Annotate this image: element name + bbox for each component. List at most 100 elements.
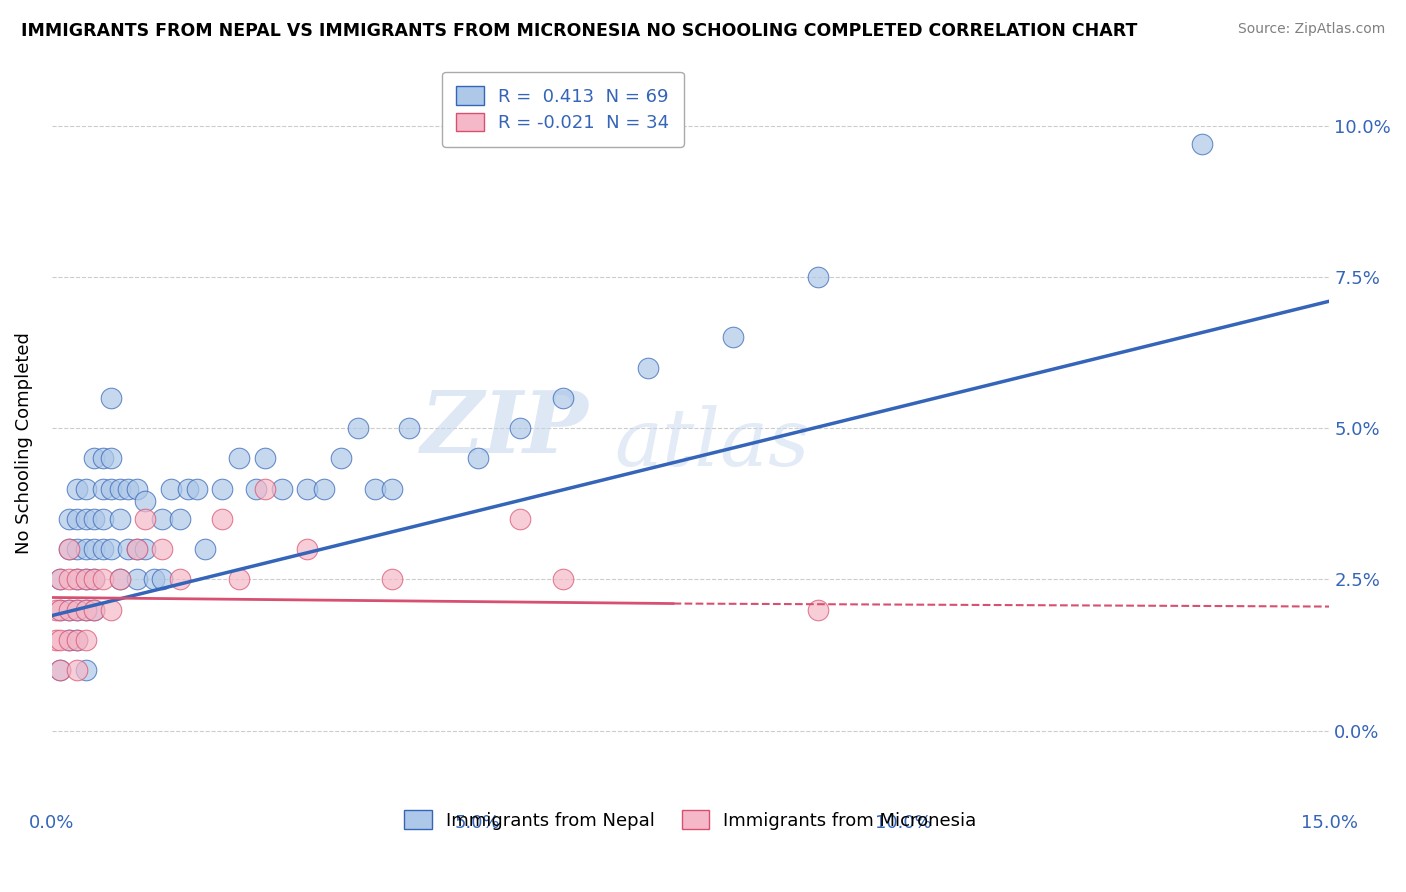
Point	[49, 572, 72, 586]
Point	[66, 632, 89, 647]
Point	[91, 451, 114, 466]
Point	[66, 602, 89, 616]
Point	[211, 512, 233, 526]
Text: Source: ZipAtlas.com: Source: ZipAtlas.com	[1237, 22, 1385, 37]
Point	[58, 602, 80, 616]
Point	[49, 663, 72, 677]
Point	[134, 512, 156, 526]
Point	[152, 512, 174, 526]
Point	[75, 632, 97, 647]
Point	[125, 572, 148, 586]
Point	[66, 512, 89, 526]
Point	[347, 421, 370, 435]
Point	[66, 572, 89, 586]
Legend: Immigrants from Nepal, Immigrants from Micronesia: Immigrants from Nepal, Immigrants from M…	[389, 796, 991, 844]
Point	[314, 482, 336, 496]
Point	[125, 542, 148, 557]
Point	[108, 572, 131, 586]
Point	[75, 542, 97, 557]
Point	[807, 602, 830, 616]
Point	[100, 542, 122, 557]
Point	[66, 632, 89, 647]
Point	[66, 572, 89, 586]
Point	[83, 572, 105, 586]
Point	[721, 330, 744, 344]
Y-axis label: No Schooling Completed: No Schooling Completed	[15, 333, 32, 554]
Point	[75, 602, 97, 616]
Point	[91, 572, 114, 586]
Point	[58, 632, 80, 647]
Point	[75, 482, 97, 496]
Point	[45, 602, 67, 616]
Point	[381, 572, 404, 586]
Point	[211, 482, 233, 496]
Text: IMMIGRANTS FROM NEPAL VS IMMIGRANTS FROM MICRONESIA NO SCHOOLING COMPLETED CORRE: IMMIGRANTS FROM NEPAL VS IMMIGRANTS FROM…	[21, 22, 1137, 40]
Point	[228, 572, 250, 586]
Point	[49, 572, 72, 586]
Point	[134, 493, 156, 508]
Point	[58, 512, 80, 526]
Point	[637, 360, 659, 375]
Point	[49, 632, 72, 647]
Point	[75, 572, 97, 586]
Point	[169, 512, 191, 526]
Point	[228, 451, 250, 466]
Point	[100, 602, 122, 616]
Point	[117, 482, 139, 496]
Point	[125, 542, 148, 557]
Point	[108, 482, 131, 496]
Point	[58, 542, 80, 557]
Point	[152, 542, 174, 557]
Point	[83, 602, 105, 616]
Point	[169, 572, 191, 586]
Point	[253, 451, 276, 466]
Point	[83, 512, 105, 526]
Point	[551, 391, 574, 405]
Point	[83, 542, 105, 557]
Point	[108, 512, 131, 526]
Point	[45, 632, 67, 647]
Point	[398, 421, 420, 435]
Point	[66, 482, 89, 496]
Point	[108, 572, 131, 586]
Point	[49, 663, 72, 677]
Point	[194, 542, 217, 557]
Point	[509, 421, 531, 435]
Point	[100, 482, 122, 496]
Text: atlas: atlas	[614, 405, 810, 482]
Point	[91, 542, 114, 557]
Point	[253, 482, 276, 496]
Point	[49, 602, 72, 616]
Point	[551, 572, 574, 586]
Point	[49, 602, 72, 616]
Point	[177, 482, 200, 496]
Point	[58, 572, 80, 586]
Point	[186, 482, 208, 496]
Point	[66, 663, 89, 677]
Point	[91, 482, 114, 496]
Point	[152, 572, 174, 586]
Point	[66, 542, 89, 557]
Point	[91, 512, 114, 526]
Point	[83, 451, 105, 466]
Point	[100, 391, 122, 405]
Point	[143, 572, 166, 586]
Point	[75, 663, 97, 677]
Point	[467, 451, 489, 466]
Text: ZIP: ZIP	[420, 387, 588, 470]
Point	[134, 542, 156, 557]
Point	[297, 542, 319, 557]
Point	[297, 482, 319, 496]
Point	[83, 602, 105, 616]
Point	[364, 482, 387, 496]
Point	[75, 572, 97, 586]
Point	[330, 451, 353, 466]
Point	[245, 482, 267, 496]
Point	[270, 482, 292, 496]
Point	[66, 602, 89, 616]
Point	[100, 451, 122, 466]
Point	[807, 270, 830, 285]
Point	[58, 542, 80, 557]
Point	[125, 482, 148, 496]
Point	[117, 542, 139, 557]
